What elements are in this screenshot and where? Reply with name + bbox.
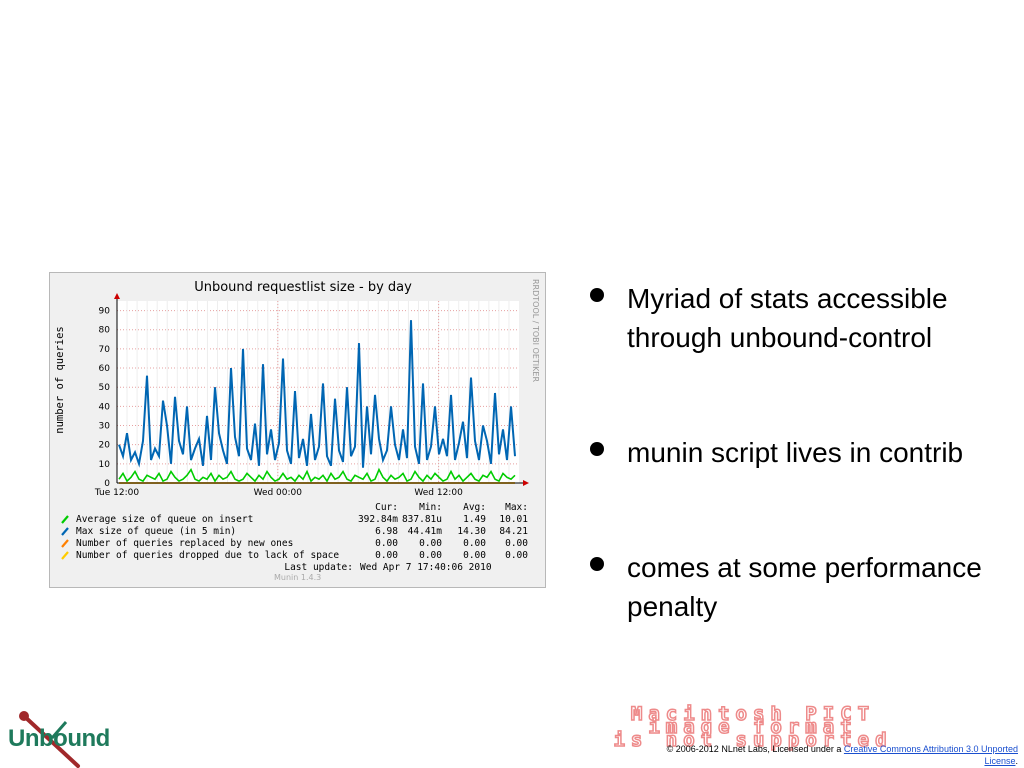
y-tick-label: 40 [99, 402, 111, 412]
license-link[interactable]: Creative Commons Attribution 3.0 Unporte… [843, 744, 1018, 766]
y-tick-label: 30 [99, 422, 111, 432]
unbound-logo-icon [19, 711, 80, 768]
pict-unsupported-notice: Macintosh PICT image format is not suppo… [498, 703, 1008, 751]
grid-layer [116, 301, 519, 483]
pict-line: Macintosh PICT [630, 703, 876, 725]
legend-label: Max size of queue (in 5 min) [76, 526, 236, 537]
last-update-label: Last update: [284, 562, 353, 573]
stats-value: 1.49 [463, 514, 486, 525]
munin-chart-svg: 0 10 20 30 40 50 60 70 80 90 Tue 12:00 Wed 00:00 Wed… [54, 279, 540, 582]
stats-value: 10.01 [499, 514, 528, 525]
y-tick-label: 20 [99, 441, 111, 451]
bullet-dot-icon [590, 288, 604, 302]
legend-swatch-icon [61, 515, 69, 524]
legend-label: Number of queries replaced by new ones [76, 538, 293, 549]
y-tick-label: 80 [99, 326, 111, 336]
y-tick-label: 70 [99, 345, 111, 355]
stats-header: Max: [505, 502, 528, 513]
x-tick-label: Wed 12:00 [414, 488, 463, 498]
chart-title: Unbound requestlist size - by day [194, 280, 412, 295]
munin-version: Munin 1.4.3 [274, 573, 321, 582]
pict-line: is not supported [613, 729, 893, 751]
license-notice: © 2006-2012 NLnet Labs, Licensed under a… [640, 743, 1018, 767]
license-prefix: © 2006-2012 NLnet Labs, Licensed under a [666, 744, 844, 754]
rrdtool-credit: RRDTOOL / TOBI OETIKER [531, 279, 540, 382]
y-axis-label: number of queries [54, 326, 66, 433]
stats-value: 837.81u [402, 514, 442, 525]
x-tick-label: Tue 12:00 [94, 488, 139, 498]
pict-line: image format [648, 716, 858, 738]
series-line [118, 320, 516, 468]
y-tick-label: 50 [99, 383, 111, 393]
stats-value: 0.00 [463, 538, 486, 549]
bullet-dot-icon [590, 557, 604, 571]
stats-value: 84.21 [499, 526, 528, 537]
last-update-value: Wed Apr 7 17:40:06 2010 [360, 562, 492, 573]
y-tick-label: 10 [99, 460, 111, 470]
x-axis-arrow-icon [523, 480, 529, 486]
x-tick-label: Wed 00:00 [254, 488, 303, 498]
bullet-dot-icon [590, 442, 604, 456]
bullet-text: Myriad of stats accessible through unbou… [627, 283, 948, 353]
stats-header: Cur: [375, 502, 398, 513]
legend-swatch-icon [61, 551, 69, 560]
stats-value: 0.00 [375, 538, 398, 549]
series-line [118, 467, 516, 483]
legend-label: Average size of queue on insert [76, 514, 253, 525]
stats-value: 0.00 [419, 550, 442, 561]
y-tick-label: 90 [99, 307, 111, 317]
license-suffix: . [1015, 756, 1018, 766]
stats-value: 0.00 [375, 550, 398, 561]
axis-layer: 0 10 20 30 40 50 60 70 80 90 Tue 12:00 Wed 00:00 Wed… [94, 293, 529, 498]
legend-swatch-icon [61, 527, 69, 536]
legend: Cur: Min: Avg: Max: Average size of queue on… [61, 502, 528, 573]
logo-text: Unbound [8, 725, 110, 752]
stats-value: 0.00 [419, 538, 442, 549]
legend-label: Number of queries dropped due to lack of… [76, 550, 339, 561]
y-axis-arrow-icon [114, 293, 120, 299]
stats-value: 0.00 [505, 550, 528, 561]
bullet-text: comes at some performance penalty [627, 552, 982, 622]
bullet-text: munin script lives in contrib [627, 437, 964, 468]
y-tick-label: 60 [99, 364, 111, 374]
stats-value: 0.00 [463, 550, 486, 561]
stats-value: 392.84m [358, 514, 398, 525]
y-tick-label: 0 [104, 479, 110, 489]
stats-value: 44.41m [408, 526, 443, 537]
legend-swatch-icon [61, 539, 69, 548]
stats-value: 14.30 [457, 526, 486, 537]
stats-value: 6.98 [375, 526, 398, 537]
stats-header: Min: [419, 502, 442, 513]
munin-graph: 0 10 20 30 40 50 60 70 80 90 Tue 12:00 Wed 00:00 Wed… [49, 272, 546, 588]
stats-header: Avg: [463, 502, 486, 513]
stats-value: 0.00 [505, 538, 528, 549]
